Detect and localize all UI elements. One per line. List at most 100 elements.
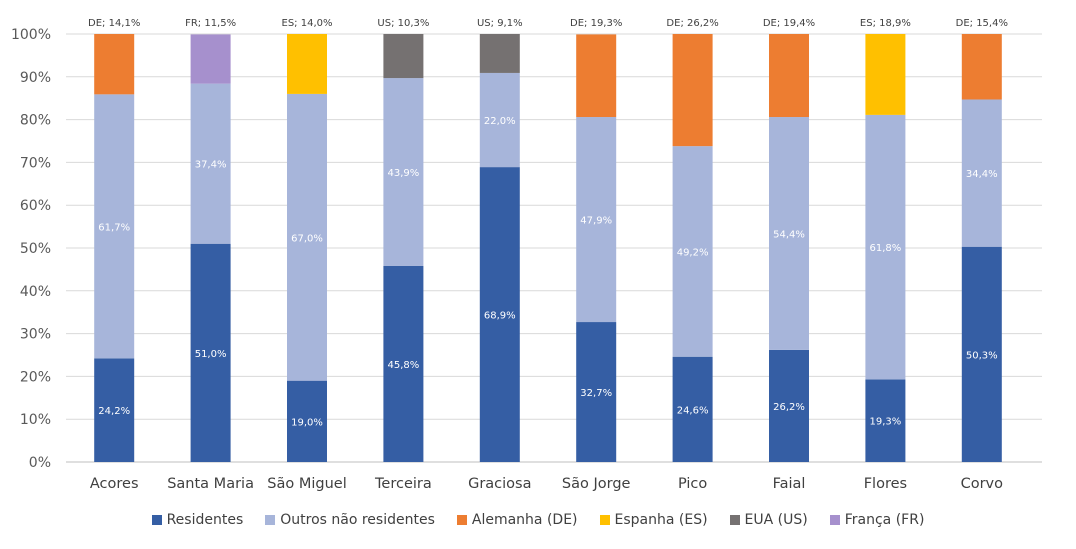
- top-data-label: ES; 18,9%: [860, 18, 911, 29]
- y-tick-label: 0%: [29, 455, 51, 471]
- y-tick-label: 80%: [20, 113, 51, 129]
- legend-label: EUA (US): [744, 512, 808, 528]
- top-data-label: DE; 26,2%: [666, 18, 718, 29]
- data-label: 45,8%: [388, 360, 420, 371]
- legend-item: Residentes: [151, 512, 244, 528]
- x-axis: Acores Santa Maria São Miguel Terceira Graci…: [90, 476, 1003, 492]
- bar-segment-DE: [672, 34, 713, 147]
- data-label: 19,0%: [291, 417, 323, 428]
- bar-segment-res: [672, 356, 713, 462]
- data-label: 26,2%: [773, 402, 805, 413]
- legend-item: Espanha (ES): [599, 512, 708, 528]
- data-label: 24,2%: [98, 406, 130, 417]
- x-tick-label: Faial: [773, 476, 806, 492]
- legend-swatch: [265, 515, 276, 525]
- data-label: 43,9%: [388, 168, 420, 179]
- bar-stack: 24,2% 61,7% DE; 14,1%: [88, 18, 140, 462]
- legend-swatch: [829, 515, 840, 525]
- legend-label: Residentes: [166, 512, 244, 528]
- top-data-label: FR; 11,5%: [185, 18, 236, 29]
- data-label: 68,9%: [484, 311, 516, 322]
- bar-segment-out: [190, 83, 231, 244]
- bar-stack: 19,0% 67,0% ES; 14,0%: [282, 18, 333, 462]
- y-tick-label: 90%: [20, 70, 51, 86]
- bar-segment-res: [287, 380, 327, 462]
- bar-segment-out: [94, 94, 135, 359]
- bar-segment-res: [865, 379, 906, 462]
- bar-segment-res: [94, 358, 135, 462]
- legend-swatch: [151, 515, 162, 525]
- legend-item: EUA (US): [729, 512, 808, 528]
- data-label: 61,8%: [870, 243, 902, 254]
- y-tick-label: 40%: [20, 284, 51, 300]
- bar-segment-out: [769, 117, 809, 350]
- bar-segment-res: [769, 349, 809, 462]
- bar-segment-US: [479, 34, 520, 73]
- bar-stack: 19,3% 61,8% ES; 18,9%: [860, 18, 911, 462]
- x-tick-label: Terceira: [374, 476, 432, 492]
- y-tick-label: 60%: [20, 198, 51, 214]
- legend-label: Alemanha (DE): [471, 512, 578, 528]
- bar-stack: 51,0% 37,4% FR; 11,5%: [185, 18, 236, 462]
- y-tick-label: 20%: [20, 369, 51, 385]
- bar-stack: 50,3% 34,4% DE; 15,4%: [956, 18, 1008, 462]
- bar-stack: 32,7% 47,9% DE; 19,3%: [570, 18, 622, 462]
- data-label: 50,3%: [966, 350, 998, 361]
- data-label: 22,0%: [484, 116, 516, 127]
- data-label: 19,3%: [870, 417, 902, 428]
- legend-swatch: [456, 515, 467, 525]
- legend-swatch: [729, 515, 740, 525]
- x-tick-label: Flores: [864, 476, 907, 492]
- bar-segment-DE: [961, 34, 1002, 100]
- top-data-label: DE; 14,1%: [88, 18, 140, 29]
- top-data-label: US; 9,1%: [477, 18, 523, 29]
- y-tick-label: 10%: [20, 412, 51, 428]
- top-data-label: DE; 19,3%: [570, 18, 622, 29]
- bar-segment-res: [190, 243, 231, 462]
- y-tick-label: 70%: [20, 155, 51, 171]
- bar-segment-DE: [94, 34, 135, 95]
- bar-segment-out: [479, 72, 520, 168]
- data-label: 32,7%: [580, 388, 612, 399]
- legend-item: Outros não residentes: [265, 512, 435, 528]
- x-tick-label: Santa Maria: [167, 476, 254, 492]
- legend-label: Espanha (ES): [614, 512, 708, 528]
- data-label: 49,2%: [677, 247, 709, 258]
- data-label: 61,7%: [98, 222, 130, 233]
- legend-label: França (FR): [844, 512, 925, 528]
- data-label: 67,0%: [291, 233, 323, 244]
- bar-segment-ES: [287, 34, 327, 94]
- y-axis: 0% 10% 20% 30% 40% 50% 60% 70% 80% 90% 100%: [11, 27, 51, 471]
- x-tick-label: Corvo: [961, 476, 1004, 492]
- x-tick-label: São Jorge: [562, 476, 631, 492]
- data-label: 24,6%: [677, 405, 709, 416]
- bar-segment-res: [479, 167, 520, 462]
- x-tick-label: São Miguel: [267, 476, 346, 492]
- bar-stack: 26,2% 54,4% DE; 19,4%: [763, 18, 815, 462]
- legend-label: Outros não residentes: [280, 512, 435, 528]
- legend-item: França (FR): [829, 512, 925, 528]
- bar-segment-out: [383, 78, 424, 266]
- bar-stack: 24,6% 49,2% DE; 26,2%: [666, 18, 719, 462]
- data-label: 54,4%: [773, 229, 805, 240]
- bar-stack: 68,9% 22,0% US; 9,1%: [477, 18, 523, 462]
- data-label: 34,4%: [966, 169, 998, 180]
- bar-segment-FR: [190, 34, 231, 84]
- bar-segment-res: [383, 265, 424, 462]
- bar-segment-out: [576, 117, 617, 323]
- data-label: 47,9%: [580, 216, 612, 227]
- bar-segment-out: [672, 146, 713, 357]
- bar-segment-out: [961, 99, 1002, 247]
- x-tick-label: Graciosa: [468, 476, 531, 492]
- legend-item: Alemanha (DE): [456, 512, 578, 528]
- bars: 24,2% 61,7% DE; 14,1% 51,0% 37,4% FR; 11,5% 19…: [88, 18, 1008, 462]
- y-tick-label: 50%: [20, 241, 51, 257]
- top-data-label: ES; 14,0%: [282, 18, 333, 29]
- bar-segment-ES: [865, 34, 906, 115]
- top-data-label: US; 10,3%: [377, 18, 429, 29]
- top-data-label: DE; 19,4%: [763, 18, 815, 29]
- bar-segment-US: [383, 34, 424, 79]
- top-data-label: DE; 15,4%: [956, 18, 1008, 29]
- data-label: 37,4%: [195, 160, 227, 171]
